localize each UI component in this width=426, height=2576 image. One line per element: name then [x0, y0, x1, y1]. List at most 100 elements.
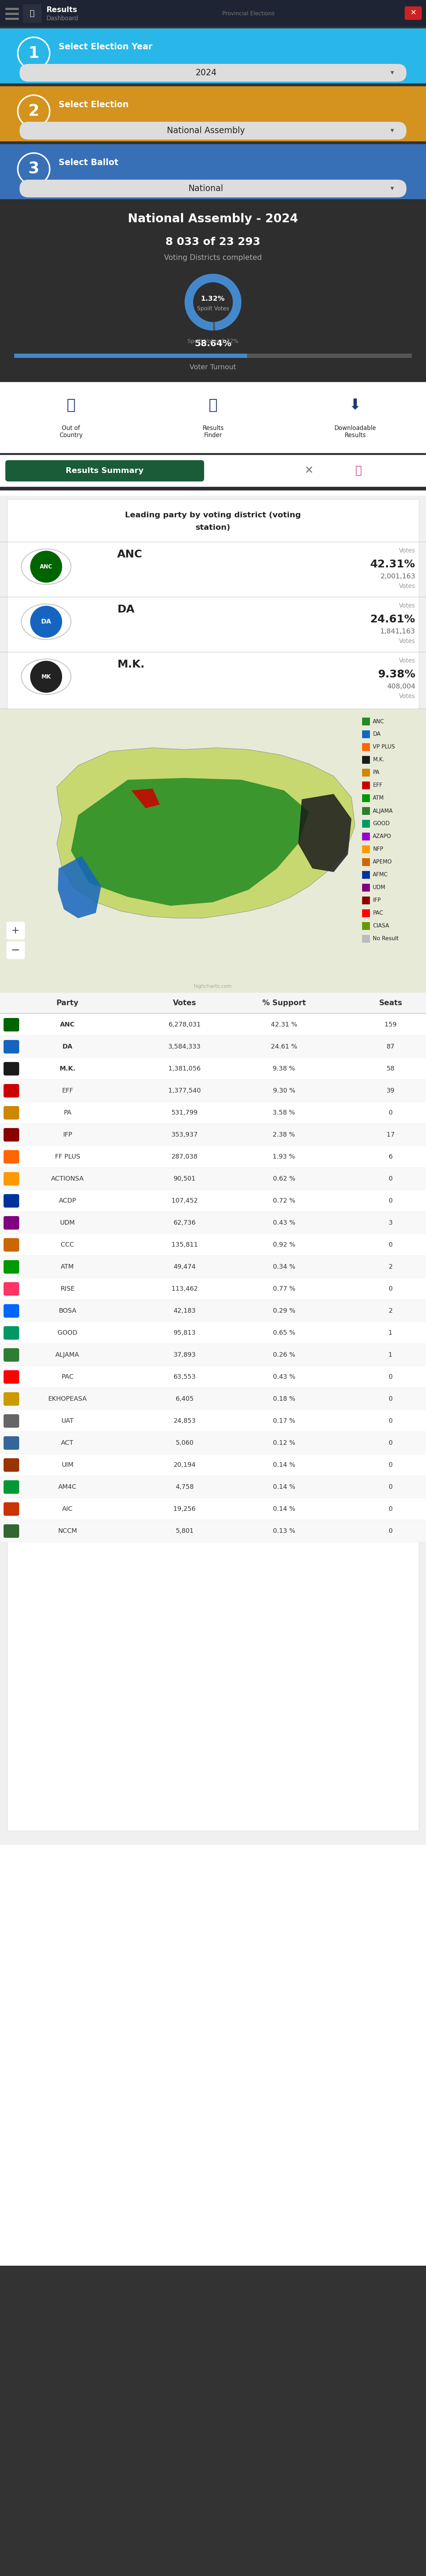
- Text: 42.31 %: 42.31 %: [271, 1023, 297, 1028]
- Text: 3.58 %: 3.58 %: [273, 1110, 295, 1115]
- Bar: [362, 806, 370, 814]
- Text: 0.43 %: 0.43 %: [273, 1373, 295, 1381]
- Bar: [0, 456, 426, 487]
- FancyBboxPatch shape: [20, 64, 406, 82]
- Text: 0.14 %: 0.14 %: [273, 1461, 295, 1468]
- Text: 531,799: 531,799: [171, 1110, 198, 1115]
- Text: 0.12 %: 0.12 %: [273, 1440, 295, 1445]
- FancyBboxPatch shape: [3, 1084, 19, 1097]
- Text: station): station): [196, 523, 230, 531]
- FancyBboxPatch shape: [20, 180, 406, 198]
- Text: 0: 0: [389, 1528, 392, 1535]
- Bar: [0, 1432, 426, 1453]
- Text: 4,758: 4,758: [176, 1484, 194, 1489]
- Bar: [362, 742, 370, 752]
- Text: 1: 1: [389, 1352, 392, 1358]
- FancyBboxPatch shape: [3, 1105, 19, 1121]
- Bar: [362, 732, 370, 739]
- Text: 0: 0: [389, 1175, 392, 1182]
- Text: 5,801: 5,801: [176, 1528, 194, 1535]
- Text: Votes: Votes: [399, 693, 415, 701]
- Bar: [7, 500, 419, 1832]
- Text: 0.17 %: 0.17 %: [273, 1417, 295, 1425]
- Text: Votes: Votes: [399, 657, 415, 665]
- Bar: [362, 935, 370, 943]
- Bar: [362, 755, 370, 762]
- Bar: [0, 1059, 426, 1079]
- Text: AIC: AIC: [62, 1507, 73, 1512]
- Bar: [362, 896, 370, 904]
- Polygon shape: [57, 747, 355, 917]
- Text: RISE: RISE: [60, 1285, 75, 1293]
- Circle shape: [30, 662, 62, 693]
- Text: M.K.: M.K.: [59, 1066, 75, 1072]
- Text: 17: 17: [386, 1131, 394, 1139]
- Text: −: −: [11, 945, 20, 956]
- Text: UAT: UAT: [61, 1417, 74, 1425]
- FancyBboxPatch shape: [3, 1128, 19, 1141]
- Bar: [0, 144, 426, 198]
- Text: AFMC: AFMC: [373, 873, 388, 878]
- Text: 0: 0: [389, 1417, 392, 1425]
- Text: 2: 2: [28, 103, 39, 118]
- Text: 58: 58: [386, 1066, 394, 1072]
- Bar: [0, 1079, 426, 1103]
- Text: 37,893: 37,893: [173, 1352, 196, 1358]
- Text: 6,405: 6,405: [176, 1396, 194, 1401]
- Ellipse shape: [21, 549, 71, 585]
- Circle shape: [18, 152, 50, 185]
- Bar: [0, 1015, 426, 1036]
- Circle shape: [18, 95, 50, 126]
- Text: Leading party by voting district (voting: Leading party by voting district (voting: [125, 513, 301, 518]
- Text: Results
Finder: Results Finder: [202, 425, 224, 438]
- Bar: [0, 495, 426, 1844]
- Text: 0: 0: [389, 1396, 392, 1401]
- Text: Select Election Year: Select Election Year: [59, 44, 153, 52]
- Text: ANC: ANC: [373, 719, 384, 724]
- Text: 159: 159: [384, 1023, 397, 1028]
- Text: 1: 1: [28, 46, 39, 62]
- Text: 287,038: 287,038: [171, 1154, 198, 1159]
- Text: 3: 3: [389, 1218, 392, 1226]
- Text: 0.72 %: 0.72 %: [273, 1198, 295, 1203]
- Text: ANC: ANC: [60, 1023, 75, 1028]
- Text: ACTIONSA: ACTIONSA: [51, 1175, 84, 1182]
- Bar: [362, 922, 370, 930]
- Text: 0: 0: [389, 1373, 392, 1381]
- Text: EKHOPEASA: EKHOPEASA: [48, 1396, 87, 1401]
- Text: 0.18 %: 0.18 %: [273, 1396, 295, 1401]
- Text: M.K.: M.K.: [117, 659, 144, 670]
- Text: Party: Party: [56, 999, 78, 1007]
- Bar: [0, 1365, 426, 1388]
- Text: ▾: ▾: [391, 126, 394, 134]
- Text: Seats: Seats: [379, 999, 402, 1007]
- FancyBboxPatch shape: [3, 1216, 19, 1229]
- FancyBboxPatch shape: [3, 1041, 19, 1054]
- Text: 0: 0: [389, 1461, 392, 1468]
- Text: 24.61 %: 24.61 %: [271, 1043, 297, 1051]
- FancyBboxPatch shape: [405, 5, 422, 21]
- Text: Votes: Votes: [399, 549, 415, 554]
- Text: 408,004: 408,004: [387, 683, 415, 690]
- Bar: [0, 1476, 426, 1499]
- Polygon shape: [71, 778, 309, 907]
- Text: CIASA: CIASA: [373, 922, 389, 930]
- Polygon shape: [58, 855, 101, 917]
- FancyBboxPatch shape: [3, 1525, 19, 1538]
- Text: PA: PA: [373, 770, 380, 775]
- Text: 5,060: 5,060: [176, 1440, 194, 1445]
- Text: National: National: [188, 185, 223, 193]
- Text: 0: 0: [389, 1198, 392, 1203]
- Text: ⬇: ⬇: [349, 397, 361, 412]
- Bar: [0, 1146, 426, 1167]
- Text: 0: 0: [389, 1440, 392, 1445]
- Text: 🗳: 🗳: [30, 10, 35, 18]
- Text: 8 033 of 23 293: 8 033 of 23 293: [166, 237, 260, 247]
- Text: 62,736: 62,736: [173, 1218, 196, 1226]
- Bar: [0, 1167, 426, 1190]
- Text: 1,381,056: 1,381,056: [168, 1066, 201, 1072]
- FancyBboxPatch shape: [6, 940, 25, 958]
- FancyBboxPatch shape: [3, 1370, 19, 1383]
- Text: Provincial Elections: Provincial Elections: [222, 10, 275, 15]
- Text: ANC: ANC: [40, 564, 52, 569]
